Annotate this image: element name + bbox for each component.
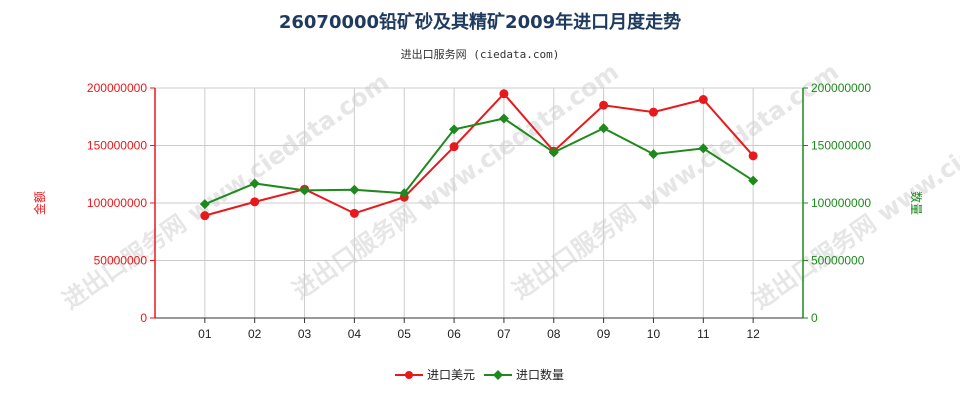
series-2-point (548, 147, 559, 158)
x-tick-label: 07 (497, 327, 511, 341)
left-tick-label: 50000000 (94, 254, 148, 268)
series-1-point (698, 95, 708, 104)
series-1-point (499, 89, 509, 99)
right-tick-label: 50000000 (811, 254, 865, 268)
right-tick-label: 150000000 (811, 139, 871, 153)
left-tick-label: 150000000 (87, 139, 147, 153)
right-axis-title: 数量 (909, 191, 924, 215)
series-2-point (449, 124, 460, 135)
x-tick-label: 01 (198, 327, 212, 341)
chart-title: 26070000铅矿砂及其精矿2009年进口月度走势 (278, 12, 682, 33)
x-tick-label: 11 (697, 327, 710, 341)
watermark-text: 进出口服务网 www.ciedata.com (57, 68, 393, 315)
left-tick-label: 200000000 (87, 81, 147, 95)
series-line-2 (204, 117, 754, 206)
series-2-point (698, 143, 709, 154)
right-tick-label: 100000000 (811, 196, 871, 210)
left-tick-label: 100000000 (87, 196, 147, 210)
x-tick-label: 05 (398, 327, 412, 341)
series-1-point (599, 100, 609, 110)
legend-layer: 进口美元 进口数量 (395, 367, 564, 382)
right-tick-label: 200000000 (811, 81, 871, 95)
series-1-point (250, 197, 260, 207)
legend-label-2: 进口数量 (516, 367, 564, 382)
left-axis-title: 金额 (32, 191, 47, 215)
legend-label-1: 进口美元 (427, 368, 475, 382)
series-2-point (648, 149, 659, 160)
series-line-1 (204, 92, 754, 217)
series-2-point (249, 178, 260, 189)
series-1-point (648, 107, 658, 117)
series-2-point (349, 184, 360, 195)
series-1-point (200, 211, 210, 221)
series-2-point (299, 185, 310, 196)
x-tick-label: 10 (647, 327, 661, 341)
x-tick-label: 09 (597, 327, 611, 341)
series-2-point (498, 113, 509, 124)
series-1-point (748, 151, 758, 161)
axes-layer (150, 87, 808, 323)
x-tick-label: 06 (447, 327, 461, 341)
right-tick-label: 0 (811, 311, 818, 325)
x-tick-label: 08 (547, 327, 561, 341)
series-2-point (598, 123, 609, 134)
x-tick-label: 04 (348, 327, 362, 341)
x-tick-label: 02 (248, 327, 262, 341)
x-tick-label: 03 (298, 327, 312, 341)
series-2-point (748, 175, 759, 186)
chart-subtitle: 进出口服务网 (ciedata.com) (400, 48, 560, 61)
labels-layer: 0 0 50000000 50000000 100000000 100000000 1500… (32, 81, 924, 341)
series-layer (199, 89, 759, 221)
series-1-point (449, 142, 459, 152)
legend-marker-1 (405, 371, 413, 379)
series-2-point (399, 188, 410, 199)
series-1-point (349, 208, 359, 218)
x-tick-label: 12 (746, 327, 760, 341)
left-tick-label: 0 (140, 311, 147, 325)
series-2-point (199, 199, 210, 210)
legend-marker-2 (493, 370, 503, 380)
